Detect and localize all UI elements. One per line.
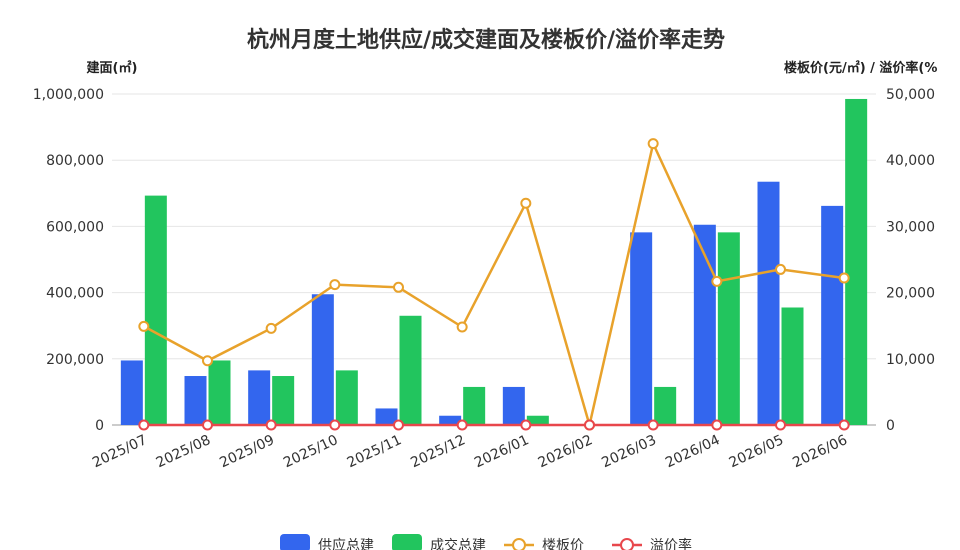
line-楼板价: [143, 139, 845, 426]
point-溢价率-9: [711, 419, 723, 431]
legend-swatch-供应总建: [280, 534, 310, 550]
point-溢价率-4: [393, 419, 404, 431]
bars: [120, 98, 868, 425]
x-tick-label: 2025/08: [154, 432, 213, 471]
bar-成交总建-1: [208, 360, 231, 425]
right-tick-label: 0: [886, 418, 895, 434]
point-楼板价-10: [775, 263, 786, 275]
left-tick-label: 0: [95, 418, 104, 434]
left-axis-ticks: 0 200,000 400,000 600,000 800,000 1,000,000: [33, 87, 104, 434]
right-axis-title: 楼板价(元/㎡) / 溢价率(%: [784, 60, 937, 76]
point-溢价率-3: [329, 419, 341, 431]
bar-供应总建-4: [375, 408, 398, 425]
point-溢价率-2: [265, 419, 277, 431]
right-tick-label: 10,000: [886, 352, 935, 368]
x-tick-label: 2025/11: [345, 432, 404, 471]
bar-供应总建-3: [311, 294, 334, 425]
right-tick-label: 40,000: [886, 153, 935, 169]
bar-成交总建-0: [144, 195, 167, 425]
point-楼板价-1: [202, 355, 213, 367]
point-溢价率-5: [456, 419, 468, 431]
bar-成交总建-6: [526, 415, 549, 425]
point-溢价率-7: [584, 419, 595, 431]
bar-供应总建-9: [693, 224, 716, 425]
left-tick-label: 600,000: [46, 219, 104, 235]
bar-供应总建-11: [821, 205, 844, 425]
legend-label: 楼板价: [542, 538, 584, 550]
point-楼板价-6: [520, 197, 532, 209]
legend-label: 供应总建: [318, 537, 374, 550]
point-楼板价-2: [265, 322, 277, 334]
x-tick-label: 2025/09: [217, 432, 276, 471]
point-楼板价-11: [838, 272, 850, 284]
legend-swatch-成交总建: [392, 534, 422, 550]
legend-label: 成交总建: [430, 537, 486, 550]
point-楼板价-5: [456, 321, 468, 333]
legend-label: 溢价率: [650, 537, 692, 550]
point-溢价率-6: [520, 419, 532, 431]
x-tick-label: 2026/02: [536, 432, 595, 471]
right-tick-label: 20,000: [886, 286, 935, 302]
lines: [138, 138, 850, 431]
x-tick-label: 2026/06: [790, 432, 850, 471]
left-tick-label: 1,000,000: [33, 87, 104, 103]
x-tick-label: 2025/07: [90, 432, 149, 471]
x-axis-ticks: 2025/07 2025/08 2025/09 2025/10 2025/11 2025/…: [90, 432, 850, 471]
left-tick-label: 400,000: [46, 286, 104, 302]
bar-成交总建-4: [399, 315, 422, 425]
bar-供应总建-6: [502, 386, 525, 425]
bar-成交总建-11: [845, 98, 868, 425]
legend-marker-溢价率: [620, 538, 634, 550]
right-tick-label: 50,000: [886, 87, 935, 103]
point-楼板价-9: [711, 275, 723, 287]
x-tick-label: 2025/12: [408, 432, 467, 471]
x-tick-label: 2026/05: [727, 432, 786, 471]
bar-供应总建-0: [120, 360, 143, 425]
point-楼板价-4: [393, 281, 404, 293]
bar-成交总建-9: [717, 232, 740, 425]
bar-供应总建-8: [630, 232, 653, 425]
bar-成交总建-10: [781, 307, 804, 425]
x-tick-label: 2026/03: [599, 432, 658, 471]
right-tick-label: 30,000: [886, 219, 935, 235]
point-楼板价-8: [647, 138, 659, 150]
point-楼板价-3: [329, 279, 341, 291]
bar-成交总建-8: [654, 386, 677, 425]
left-axis-title: 建面(㎡): [87, 60, 138, 76]
bar-供应总建-1: [184, 376, 207, 425]
chart-title: 杭州月度土地供应/成交建面及楼板价/溢价率走势: [247, 27, 725, 53]
point-溢价率-0: [138, 419, 150, 431]
point-楼板价-0: [138, 320, 150, 332]
legend-marker-楼板价: [512, 538, 526, 550]
x-tick-label: 2026/04: [663, 432, 723, 471]
right-axis-ticks: 0 10,000 20,000 30,000 40,000 50,000: [886, 87, 935, 434]
point-溢价率-11: [838, 419, 850, 431]
bar-供应总建-10: [757, 181, 780, 425]
point-溢价率-8: [647, 419, 659, 431]
bar-成交总建-5: [463, 386, 486, 425]
point-溢价率-10: [775, 419, 786, 431]
x-tick-label: 2025/10: [281, 432, 340, 471]
point-溢价率-1: [202, 419, 213, 431]
left-tick-label: 800,000: [46, 153, 104, 169]
legend[interactable]: 供应总建 成交总建 楼板价 溢价率: [280, 534, 692, 550]
left-tick-label: 200,000: [46, 352, 104, 368]
bar-供应总建-5: [439, 415, 462, 425]
bar-成交总建-2: [272, 376, 295, 425]
x-tick-label: 2026/01: [472, 432, 531, 471]
bar-成交总建-3: [335, 370, 358, 425]
bar-供应总建-2: [248, 370, 271, 425]
